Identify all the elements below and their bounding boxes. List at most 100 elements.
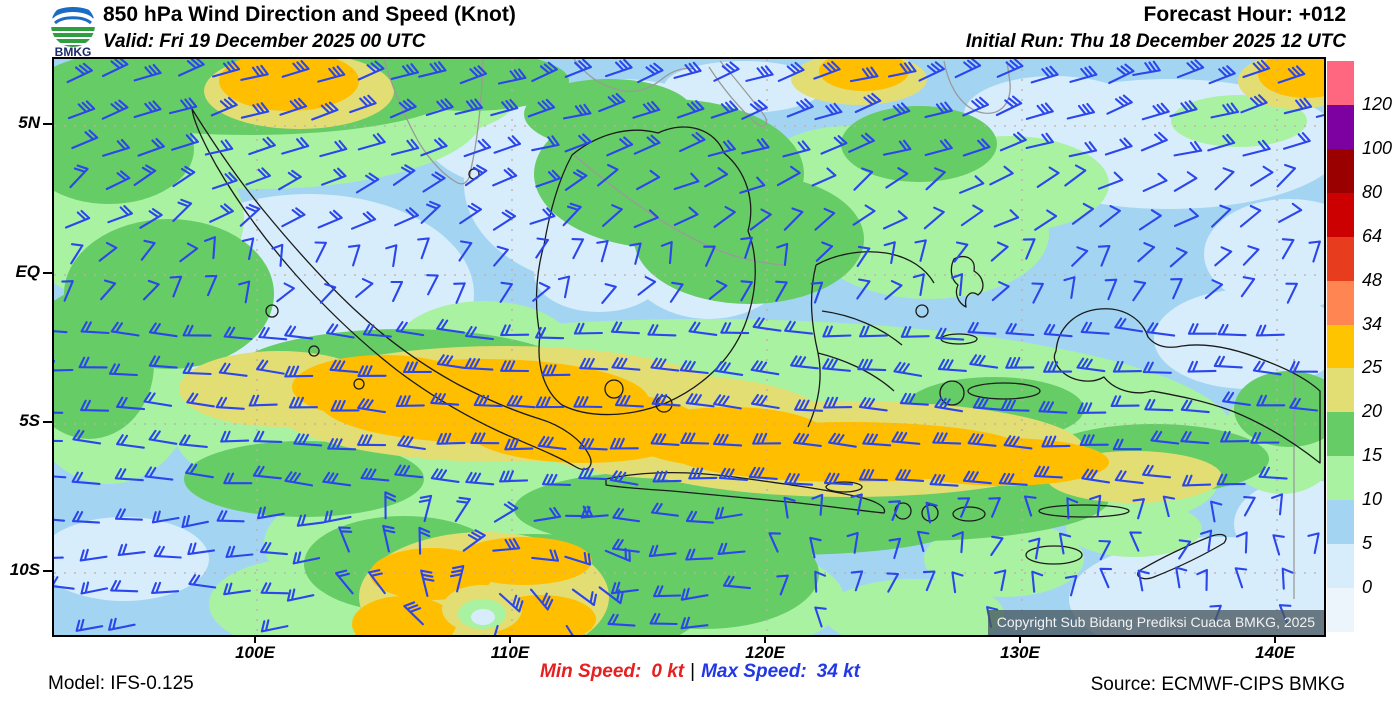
logo-stripe bbox=[51, 33, 95, 37]
wind-barb bbox=[532, 281, 551, 302]
wind-barb bbox=[296, 514, 325, 527]
wind-barb bbox=[417, 237, 430, 260]
wind-barb bbox=[116, 434, 145, 449]
wind-barb bbox=[1132, 60, 1161, 77]
valid-time: Valid: Fri 19 December 2025 00 UTC bbox=[103, 31, 426, 52]
wind-barb bbox=[612, 507, 641, 523]
wind-barb bbox=[648, 544, 677, 558]
wind-barb bbox=[535, 326, 565, 340]
wind-barb bbox=[493, 245, 509, 267]
wind-barb bbox=[279, 97, 308, 116]
wind-barb bbox=[1272, 534, 1285, 556]
wind-barb bbox=[991, 281, 1010, 302]
wind-barb bbox=[179, 242, 199, 263]
wind-barb bbox=[422, 171, 446, 193]
wind-barb bbox=[1282, 132, 1311, 150]
wind-barb bbox=[916, 530, 930, 553]
wind-barb bbox=[464, 164, 488, 187]
wind-barb bbox=[453, 282, 466, 304]
wind-barb bbox=[792, 432, 822, 447]
wind-barb bbox=[814, 606, 827, 628]
wind-barb bbox=[859, 325, 889, 338]
wind-barb bbox=[54, 556, 64, 559]
wind-barb bbox=[814, 207, 836, 231]
wind-barb bbox=[1058, 532, 1072, 555]
wind-barb bbox=[720, 322, 750, 335]
wind-barb bbox=[1213, 355, 1243, 369]
wind-barb bbox=[673, 61, 702, 79]
wind-barb bbox=[54, 359, 74, 372]
wind-barb bbox=[883, 241, 896, 265]
wind-barb bbox=[79, 548, 108, 562]
wind-barb bbox=[241, 237, 255, 261]
wind-barb bbox=[1098, 539, 1112, 561]
wind-barb bbox=[101, 59, 129, 78]
wind-barb bbox=[882, 210, 908, 230]
wind-barb bbox=[284, 471, 314, 487]
wind-barb bbox=[80, 399, 110, 412]
wind-barb bbox=[492, 167, 518, 187]
wind-barb bbox=[899, 392, 929, 406]
wind-barb bbox=[397, 435, 426, 451]
wind-barb bbox=[749, 208, 772, 231]
y-axis-label: EQ bbox=[15, 262, 40, 281]
wind-barb bbox=[704, 167, 729, 188]
wind-barb bbox=[248, 394, 278, 407]
min-speed-value: 0 kt bbox=[651, 661, 685, 682]
wind-barb bbox=[402, 361, 433, 374]
wind-barb bbox=[893, 361, 923, 377]
wind-barb bbox=[1022, 238, 1036, 260]
colorbar-label: 20 bbox=[1362, 401, 1383, 422]
wind-barb bbox=[148, 322, 178, 338]
wind-barb bbox=[1079, 434, 1109, 446]
wind-barb bbox=[314, 241, 327, 263]
wind-barb bbox=[182, 362, 212, 376]
wind-barb bbox=[210, 96, 238, 117]
wind-barb bbox=[596, 240, 609, 263]
wind-barb bbox=[951, 273, 964, 297]
wind-barb bbox=[1064, 574, 1078, 597]
wind-barb bbox=[752, 432, 782, 445]
colorbar-segment bbox=[1327, 588, 1354, 632]
wind-barb bbox=[1076, 357, 1106, 373]
wind-barb bbox=[492, 209, 517, 231]
wind-barb bbox=[349, 94, 377, 114]
wind-barb bbox=[823, 472, 854, 486]
wind-barb bbox=[598, 92, 626, 113]
wind-barb bbox=[629, 242, 642, 265]
wind-barb bbox=[357, 434, 387, 447]
wind-barb bbox=[148, 429, 178, 445]
wind-barb bbox=[462, 529, 486, 552]
wind-barb bbox=[912, 273, 925, 297]
wind-barb bbox=[395, 321, 425, 337]
wind-barb bbox=[637, 62, 664, 84]
wind-barb bbox=[54, 575, 75, 590]
y-axis-label: 5S bbox=[19, 411, 40, 430]
wind-barb bbox=[531, 549, 560, 562]
wind-barb bbox=[317, 65, 346, 83]
wind-barb bbox=[334, 569, 354, 595]
wind-barb bbox=[564, 133, 592, 153]
wind-barb bbox=[54, 330, 68, 334]
wind-barb bbox=[100, 279, 117, 301]
wind-barb bbox=[1217, 323, 1247, 337]
cyclone-center bbox=[442, 585, 522, 633]
wind-barb bbox=[579, 357, 609, 371]
wind-barb bbox=[856, 278, 871, 300]
wind-barb bbox=[1077, 402, 1107, 414]
wind-barb bbox=[498, 592, 524, 613]
wind-barb bbox=[680, 616, 709, 630]
wind-barb bbox=[688, 467, 718, 480]
wind-barb bbox=[499, 281, 513, 303]
wind-barb bbox=[680, 432, 710, 445]
wind-barb bbox=[253, 430, 283, 443]
logo-text: BMKG bbox=[55, 45, 92, 57]
wind-barb bbox=[717, 542, 746, 555]
wind-barb bbox=[319, 139, 348, 158]
wind-barb bbox=[679, 131, 706, 153]
wind-barb bbox=[1112, 360, 1142, 373]
wind-barb bbox=[610, 321, 640, 335]
wind-barb bbox=[355, 172, 380, 194]
wind-barb bbox=[914, 239, 927, 262]
x-axis-tick bbox=[508, 635, 511, 643]
